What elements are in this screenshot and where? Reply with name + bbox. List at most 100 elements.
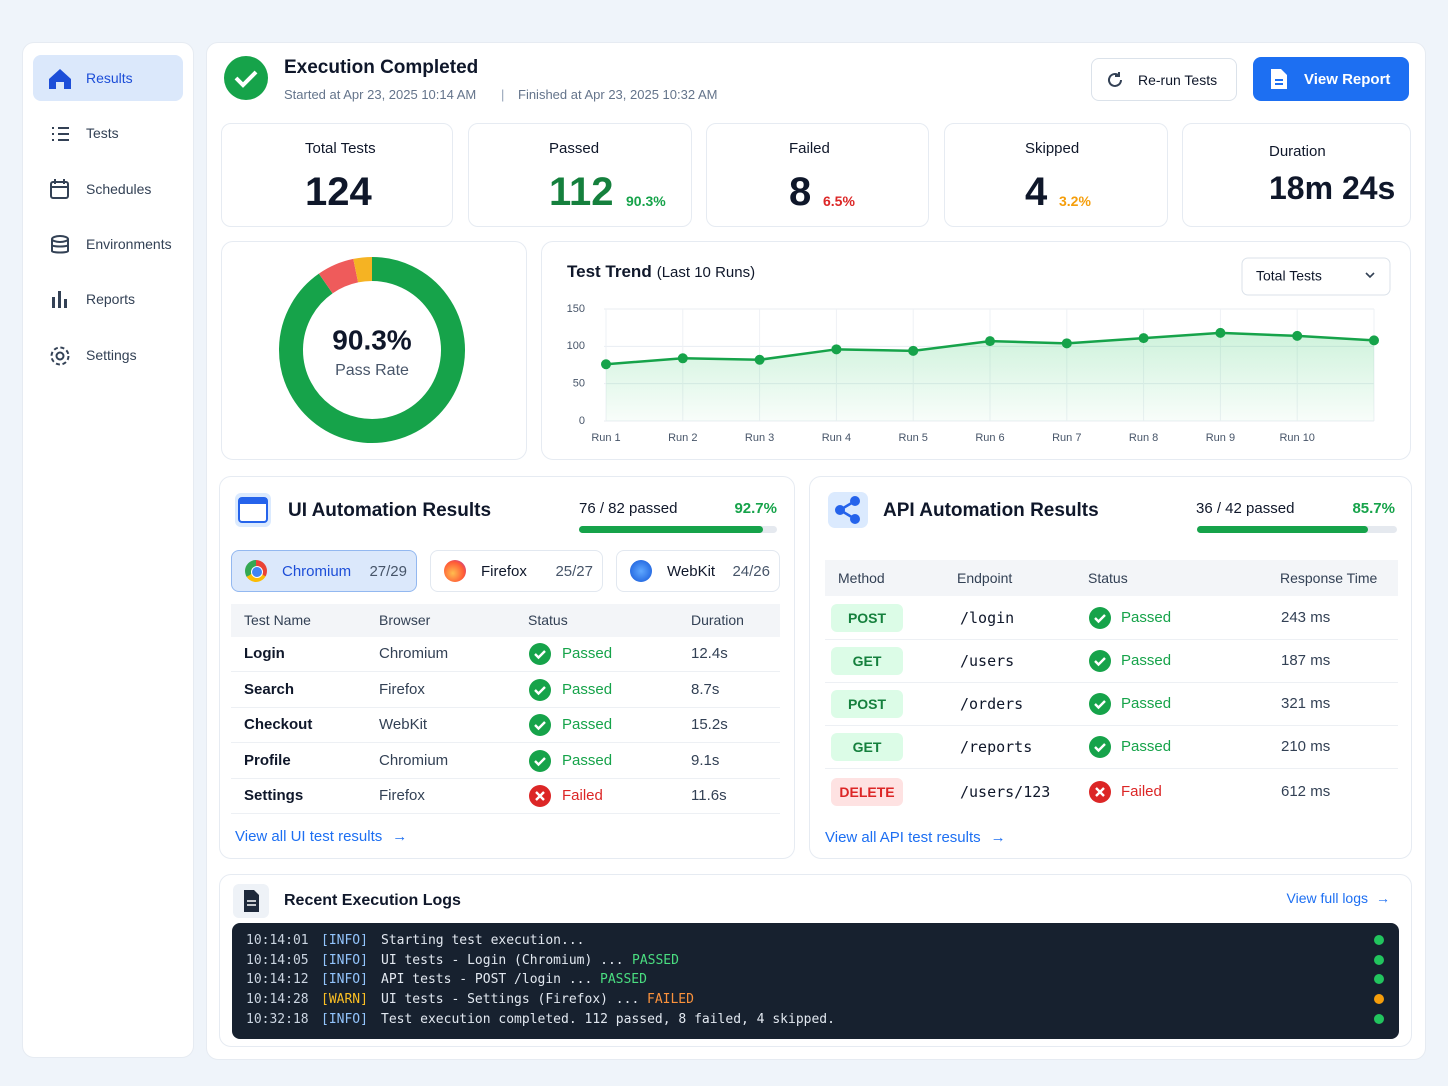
stat-card xyxy=(706,123,929,227)
response-time: 612 ms xyxy=(1281,783,1331,800)
ui-link[interactable]: View all UI test results → xyxy=(235,828,407,845)
y-tick-label: 0 xyxy=(579,415,585,427)
donut-center: 90.3% xyxy=(332,324,411,355)
report-icon xyxy=(1271,69,1287,89)
trend-point xyxy=(1292,330,1303,341)
status: Passed xyxy=(1121,652,1172,669)
home-icon xyxy=(49,69,71,89)
status-icon xyxy=(529,678,551,701)
status-icon xyxy=(529,785,551,807)
row-divider xyxy=(231,706,780,708)
logs-title: Recent Execution Logs xyxy=(284,892,461,909)
status-icon-glyph xyxy=(1094,614,1106,624)
tab-count: 25/27 xyxy=(555,563,593,580)
y-tick-label: 50 xyxy=(573,378,585,390)
api-summary: 36 / 42 passed xyxy=(1196,500,1295,517)
logs-icon xyxy=(233,884,269,918)
test-name: Settings xyxy=(244,787,304,804)
logs-link-text: View full logs xyxy=(1286,890,1368,906)
rerun-button[interactable] xyxy=(1091,58,1237,101)
log-message: API tests - POST /login ... xyxy=(381,972,593,988)
column-header: Response Time xyxy=(1280,570,1378,586)
log-dot xyxy=(1374,954,1384,965)
status-icon-glyph xyxy=(535,791,545,801)
row-divider xyxy=(825,682,1398,683)
log-level: [INFO] xyxy=(321,952,368,968)
status-icon-glyph xyxy=(1094,657,1106,667)
donut-caption: Pass Rate xyxy=(335,362,409,379)
status: Passed xyxy=(562,716,613,733)
status-icon xyxy=(529,714,551,736)
status: Passed xyxy=(562,680,613,698)
column-header: Status xyxy=(528,612,568,628)
endpoint: /reports xyxy=(960,738,1033,756)
ui-link-text: View all UI test results xyxy=(235,828,383,845)
ui-card xyxy=(219,476,795,859)
status-icon-glyph xyxy=(534,721,546,731)
trend-point xyxy=(831,344,842,355)
response-time: 210 ms xyxy=(1281,738,1331,755)
column-header: Browser xyxy=(379,612,431,628)
row-divider xyxy=(231,742,780,743)
stat-value: 124 xyxy=(305,170,372,214)
method-badge: GET xyxy=(831,733,903,761)
trend-dropdown-label: Total Tests xyxy=(1256,268,1322,284)
x-tick-label: Run 3 xyxy=(745,432,774,444)
api-link[interactable]: View all API test results → xyxy=(825,829,1006,846)
logs-link[interactable]: View full logs → xyxy=(1250,890,1390,906)
schedules-icon xyxy=(50,179,69,199)
stat-pct: 3.2% xyxy=(1059,193,1091,209)
status-icon-circle xyxy=(529,749,551,772)
log-dot xyxy=(1374,974,1384,985)
stat-card xyxy=(468,123,692,227)
log-level: [INFO] xyxy=(321,972,368,988)
x-tick-label: Run 7 xyxy=(1052,432,1081,444)
nav-item: Schedules xyxy=(86,180,152,197)
status: Passed xyxy=(1121,695,1172,712)
x-tick-label: Run 1 xyxy=(591,432,620,444)
x-tick-label: Run 2 xyxy=(668,432,697,444)
browser-icon xyxy=(444,560,466,582)
status-icon xyxy=(1089,781,1111,803)
status-icon-circle xyxy=(529,643,551,665)
stat-value: 4 xyxy=(1025,170,1048,214)
stat-value: 18m 24s xyxy=(1269,170,1396,206)
stat-label: Passed xyxy=(549,140,600,157)
browser-icon xyxy=(630,560,652,582)
reports-icon xyxy=(52,291,67,308)
stat-pct: 6.5% xyxy=(823,193,855,209)
log-message: UI tests - Login (Chromium) ... xyxy=(381,952,624,968)
row-divider xyxy=(231,813,780,814)
rerun-label: Re-run Tests xyxy=(1138,72,1218,88)
arrow: → xyxy=(1376,890,1390,906)
trend-point xyxy=(908,345,919,356)
row-divider xyxy=(825,768,1398,769)
status: Failed xyxy=(1121,783,1162,800)
x-tick-label: Run 10 xyxy=(1279,432,1314,444)
log-time: 10:32:18 xyxy=(246,1011,309,1027)
status-icon xyxy=(1089,607,1111,629)
trend-dropdown[interactable] xyxy=(1241,257,1391,296)
column-header: Duration xyxy=(691,612,744,628)
stat-label: Total Tests xyxy=(305,140,376,157)
log-result: PASSED xyxy=(632,952,679,968)
stat-card xyxy=(1182,123,1411,227)
log-message: Starting test execution... xyxy=(381,933,585,948)
log-level: [INFO] xyxy=(321,1011,368,1027)
log-level: [WARN] xyxy=(321,992,368,1008)
duration: 12.4s xyxy=(691,645,728,662)
donut-chart: 90.3% Pass Rate xyxy=(279,257,465,443)
nav-item: Tests xyxy=(86,125,119,142)
test-name: Search xyxy=(244,680,295,698)
nav-item: Settings xyxy=(86,346,137,363)
trend-point xyxy=(601,359,611,370)
status-icon-glyph xyxy=(1095,787,1105,797)
log-level: [INFO] xyxy=(321,933,368,948)
column-header: Status xyxy=(1088,570,1128,586)
method-badge: POST xyxy=(831,604,903,632)
tab-count: 24/26 xyxy=(732,563,770,580)
trend-point xyxy=(1061,338,1072,349)
browser: Firefox xyxy=(379,680,425,698)
api-icon xyxy=(828,492,868,528)
x-tick-label: Run 4 xyxy=(822,432,851,444)
